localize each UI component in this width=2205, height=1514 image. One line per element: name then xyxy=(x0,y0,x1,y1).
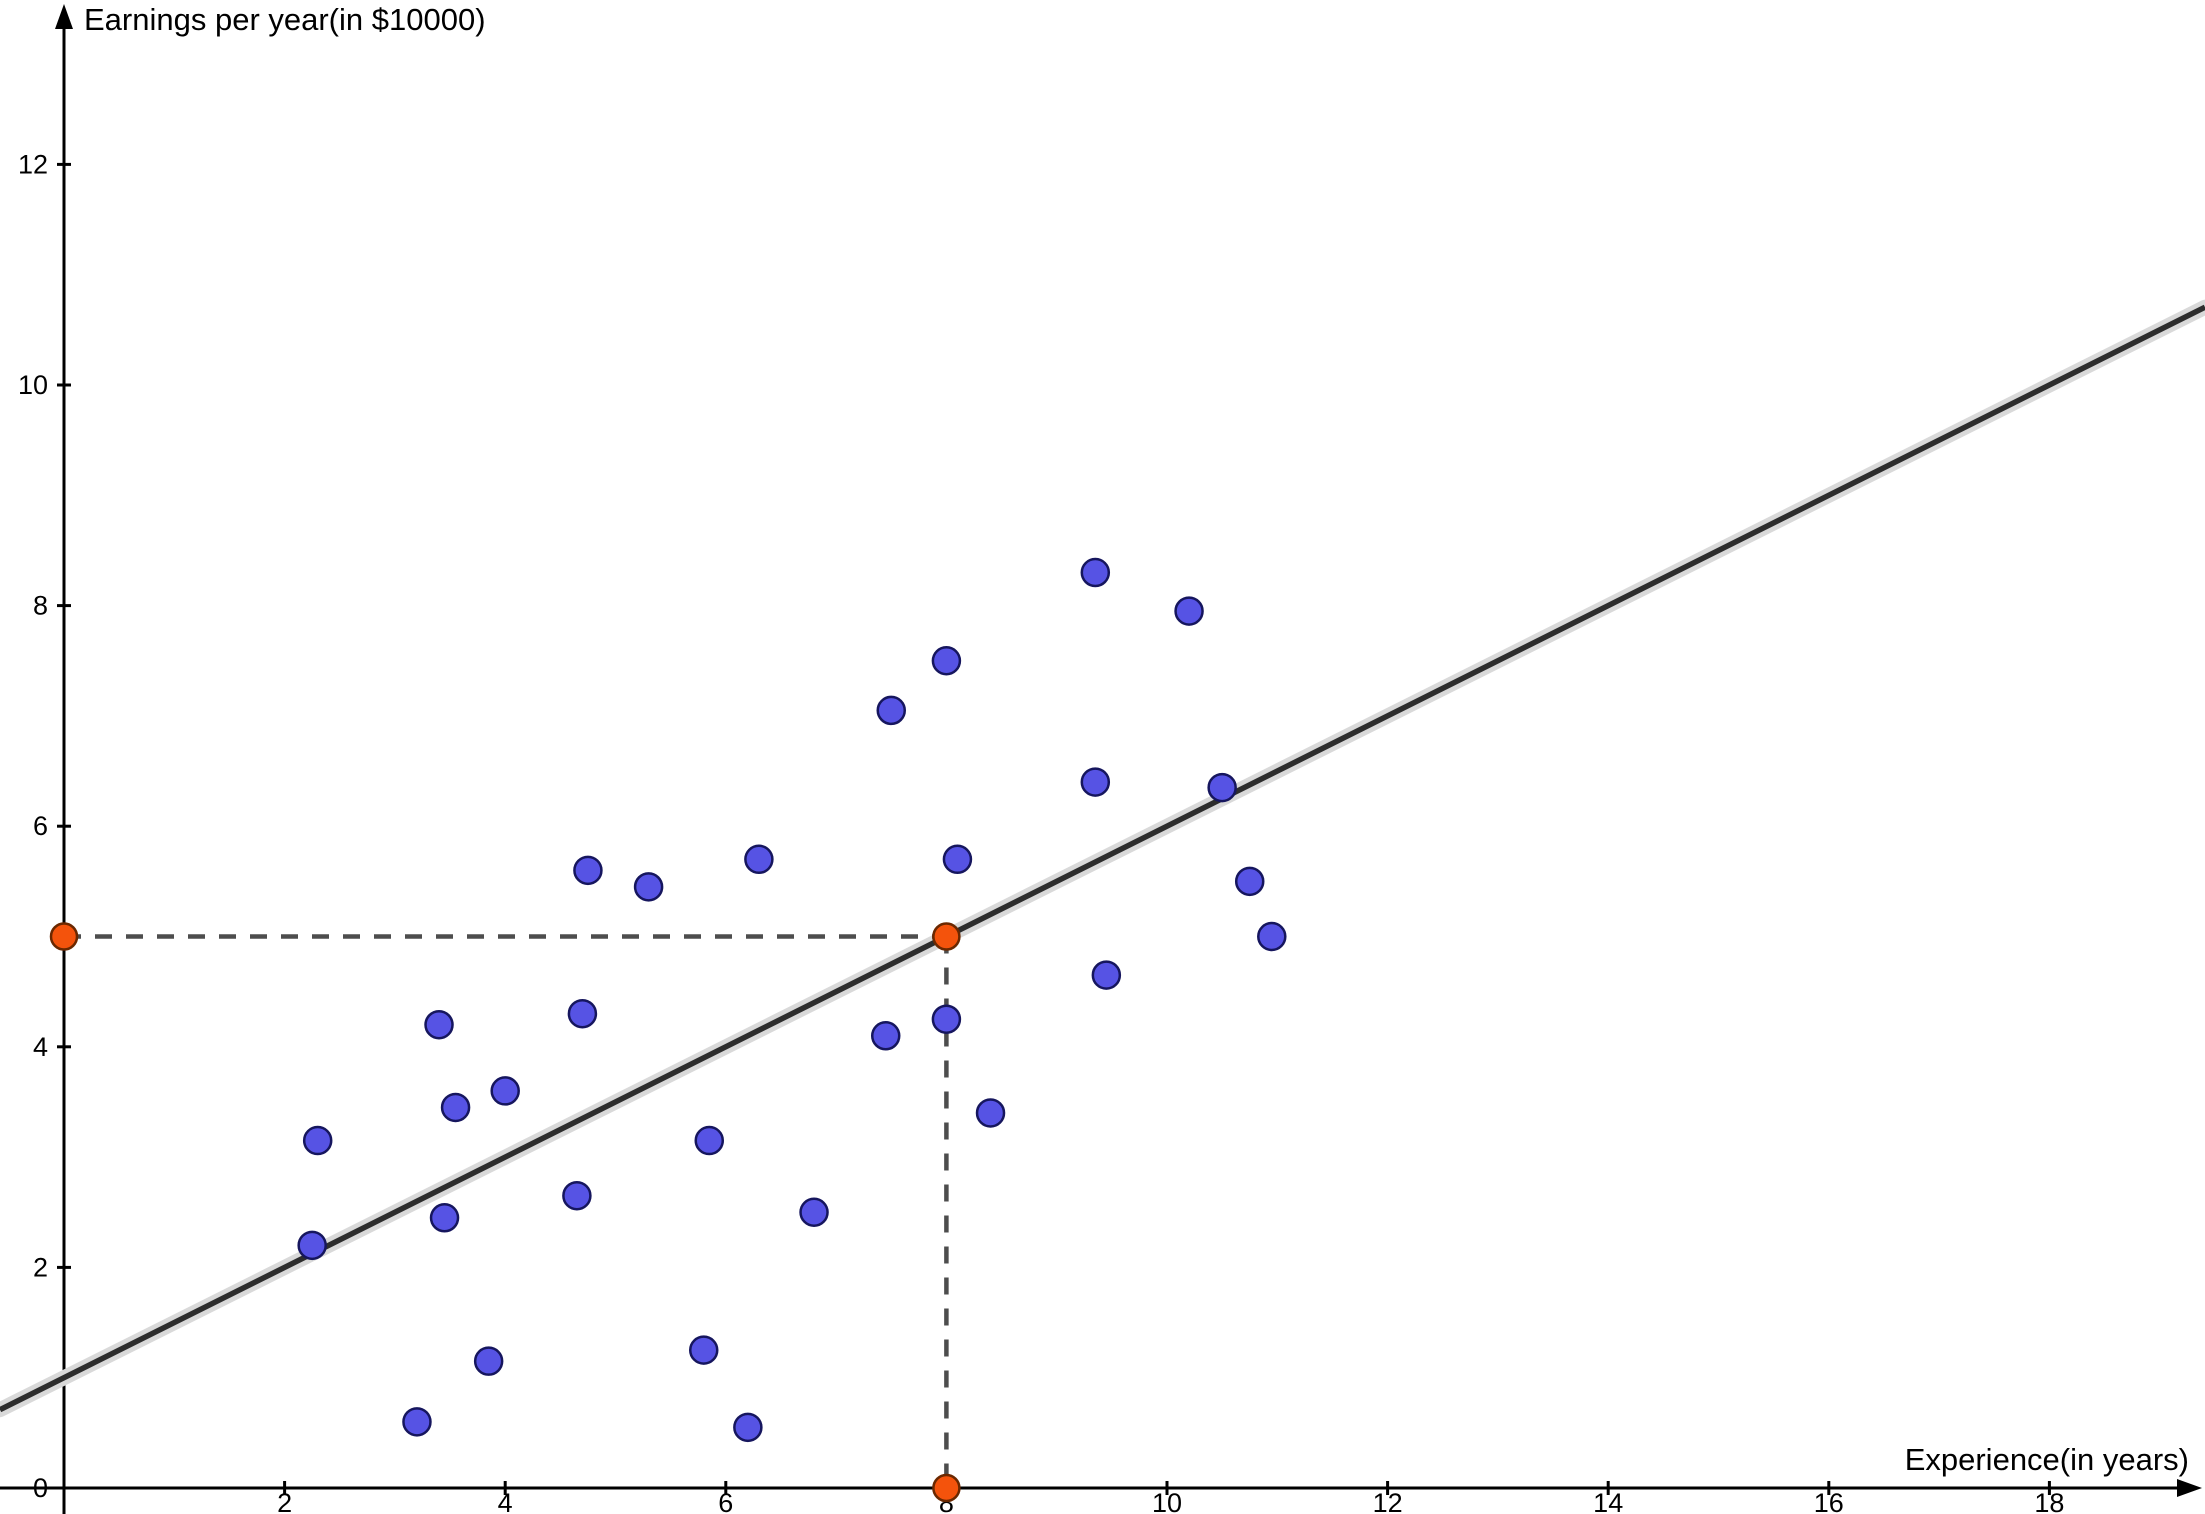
data-point[interactable] xyxy=(744,844,774,875)
y-tick-label: 4 xyxy=(33,1032,48,1062)
data-point[interactable] xyxy=(694,1125,725,1156)
y-tick-label: 12 xyxy=(18,149,48,179)
data-point[interactable] xyxy=(1080,557,1111,588)
x-tick-label: 2 xyxy=(277,1488,292,1514)
data-point[interactable] xyxy=(1234,866,1265,897)
y-tick-label: 10 xyxy=(18,370,48,400)
data-point[interactable] xyxy=(567,998,598,1029)
data-point[interactable] xyxy=(876,695,906,726)
x-tick-label: 14 xyxy=(1593,1488,1623,1514)
y-axis-arrow-icon xyxy=(55,4,73,29)
x-tick-label: 12 xyxy=(1373,1488,1403,1514)
trend-line[interactable] xyxy=(0,304,2205,1413)
x-tick-label: 6 xyxy=(718,1488,733,1514)
highlight-point[interactable] xyxy=(49,922,79,951)
data-point[interactable] xyxy=(931,646,962,676)
x-axis-arrow-icon xyxy=(2177,1479,2202,1497)
highlight-point[interactable] xyxy=(932,922,961,951)
data-point[interactable] xyxy=(1257,921,1287,952)
data-point[interactable] xyxy=(799,1197,829,1227)
x-tick-label: 18 xyxy=(2034,1488,2064,1514)
y-tick-label: 2 xyxy=(33,1252,48,1282)
data-point[interactable] xyxy=(297,1230,327,1261)
data-point[interactable] xyxy=(473,1346,504,1376)
data-point[interactable] xyxy=(302,1125,333,1156)
x-tick-label: 10 xyxy=(1152,1488,1182,1514)
x-tick-label: 4 xyxy=(498,1488,513,1514)
data-point[interactable] xyxy=(429,1203,460,1233)
data-point[interactable] xyxy=(1091,960,1122,990)
data-point[interactable] xyxy=(562,1180,592,1211)
data-point[interactable] xyxy=(440,1092,471,1123)
y-tick-label: 6 xyxy=(33,811,48,841)
data-point[interactable] xyxy=(490,1076,520,1106)
data-point[interactable] xyxy=(402,1407,432,1437)
data-point[interactable] xyxy=(942,844,973,875)
x-axis-title: Experience(in years) xyxy=(1904,1442,2189,1477)
data-point[interactable] xyxy=(931,1004,962,1034)
data-point[interactable] xyxy=(633,872,664,902)
y-axis-title: Earnings per year(in $10000) xyxy=(84,2,486,37)
data-point[interactable] xyxy=(688,1335,719,1365)
y-tick-label: 0 xyxy=(33,1473,48,1503)
data-point[interactable] xyxy=(1207,772,1237,803)
data-point[interactable] xyxy=(573,855,603,886)
data-point[interactable] xyxy=(733,1412,763,1443)
data-point[interactable] xyxy=(870,1021,901,1051)
data-point[interactable] xyxy=(1174,596,1204,626)
data-point[interactable] xyxy=(424,1009,454,1040)
highlight-point[interactable] xyxy=(932,1473,961,1503)
x-tick-label: 16 xyxy=(1814,1488,1844,1514)
y-tick-label: 8 xyxy=(33,591,48,621)
data-point[interactable] xyxy=(1080,767,1111,797)
data-point[interactable] xyxy=(975,1098,1006,1128)
